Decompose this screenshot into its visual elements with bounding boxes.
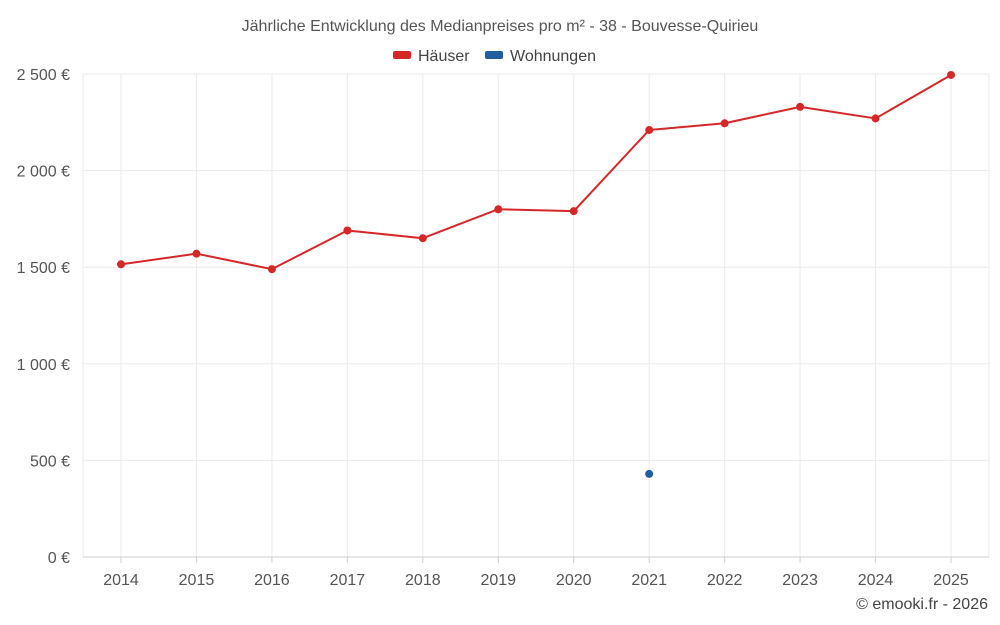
credit: © emooki.fr - 2026 <box>856 596 988 613</box>
data-point-hauser[interactable] <box>645 126 654 135</box>
legend-swatch-wohnungen <box>485 51 503 59</box>
y-tick-label: 0 € <box>48 550 70 567</box>
legend-swatch-hauser <box>393 51 411 59</box>
x-tick-label: 2024 <box>858 572 894 589</box>
data-point-hauser[interactable] <box>871 114 880 123</box>
data-point-wohnungen[interactable] <box>645 469 654 478</box>
data-point-hauser[interactable] <box>796 102 805 111</box>
y-tick-label: 500 € <box>30 453 70 470</box>
legend-label-wohnungen: Wohnungen <box>510 48 596 65</box>
y-tick-label: 2 500 € <box>17 67 70 84</box>
data-point-hauser[interactable] <box>192 249 201 258</box>
data-point-hauser[interactable] <box>117 260 125 269</box>
gridlines <box>82 73 990 557</box>
data-point-hauser[interactable] <box>343 226 352 235</box>
data-point-hauser[interactable] <box>569 207 578 216</box>
legend-label-hauser: Häuser <box>418 48 470 65</box>
x-tick-label: 2017 <box>330 572 366 589</box>
y-tick-label: 1 000 € <box>17 357 70 374</box>
x-tick-label: 2023 <box>782 572 818 589</box>
x-tick-label: 2020 <box>556 572 592 589</box>
x-tick-label: 2019 <box>480 572 516 589</box>
data-point-hauser[interactable] <box>267 265 276 274</box>
chart-title: Jährliche Entwicklung des Medianpreises … <box>242 18 759 35</box>
data-point-hauser[interactable] <box>418 234 427 243</box>
x-tick-label: 2022 <box>707 572 743 589</box>
legend-item-wohnungen[interactable]: Wohnungen <box>485 48 596 65</box>
legend: Häuser Wohnungen <box>393 48 596 65</box>
data-point-hauser[interactable] <box>720 119 729 128</box>
x-tick-label: 2018 <box>405 572 441 589</box>
axes: 0 € 500 € 1 000 € 1 500 € 2 000 € 2 500 € 2014… <box>17 67 989 589</box>
x-tick-label: 2015 <box>179 572 215 589</box>
x-tick-label: 2016 <box>254 572 290 589</box>
series-line-hauser <box>120 74 952 271</box>
x-tick-label: 2021 <box>631 572 667 589</box>
data-point-hauser[interactable] <box>494 205 503 214</box>
x-tick-label: 2014 <box>103 572 139 589</box>
x-tick-label: 2025 <box>933 572 969 589</box>
legend-item-hauser[interactable]: Häuser <box>393 48 470 65</box>
y-tick-label: 1 500 € <box>17 260 70 277</box>
data-point-hauser[interactable] <box>947 70 955 79</box>
series <box>117 70 955 478</box>
y-tick-label: 2 000 € <box>17 164 70 181</box>
